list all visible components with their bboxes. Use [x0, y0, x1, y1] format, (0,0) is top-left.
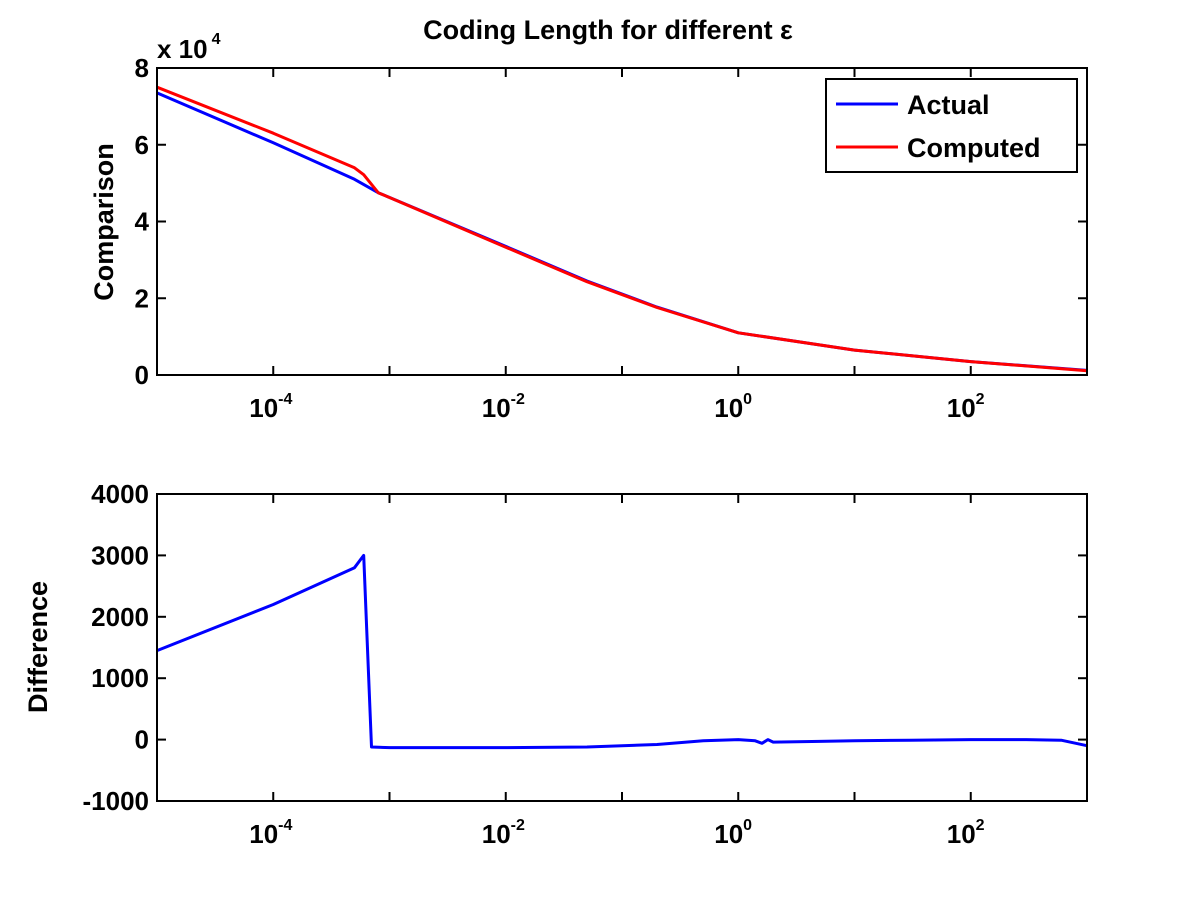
difference-axes: Difference -1000 0 1000 2000 3000 4000 10-4 10-…: [23, 479, 1088, 849]
legend-label-actual: Actual: [907, 90, 990, 120]
difference-y-tick-label: 1000: [91, 663, 149, 693]
comparison-y-tick-label: 6: [135, 130, 149, 160]
difference-plot-frame: [156, 493, 1088, 802]
difference-y-tick-label: 2000: [91, 602, 149, 632]
difference-y-tick-label: 0: [135, 725, 149, 755]
comparison-y-tick-label: 0: [135, 360, 149, 390]
comparison-x-tick-label: 100: [714, 391, 752, 423]
y-axis-label-difference: Difference: [23, 581, 53, 713]
legend: Actual Computed: [825, 78, 1078, 173]
series-line-difference: [156, 553, 1088, 750]
difference-x-tick-label: 10-4: [249, 817, 292, 849]
comparison-axes: Comparison x 10 4 0 2 4 6 8 10-4 10-2 100 102 Act…: [89, 31, 1088, 423]
comparison-y-tick-label: 2: [135, 283, 149, 313]
comparison-x-tick-label: 10-4: [249, 391, 292, 423]
difference-x-tick-label: 10-2: [482, 817, 525, 849]
comparison-y-tick-label: 4: [135, 207, 150, 237]
comparison-x-tick-label: 102: [947, 391, 985, 423]
y-multiplier-label: x 10 4: [157, 31, 221, 64]
series-line-computed: [156, 85, 1088, 373]
difference-y-tick-label: -1000: [83, 786, 150, 816]
comparison-y-tick-label: 8: [135, 53, 149, 83]
y-axis-label-comparison: Comparison: [89, 143, 119, 301]
difference-x-tick-label: 100: [714, 817, 752, 849]
comparison-x-tick-label: 10-2: [482, 391, 525, 423]
difference-y-tick-label: 4000: [91, 479, 149, 509]
difference-y-tick-label: 3000: [91, 540, 149, 570]
difference-x-tick-label: 102: [947, 817, 985, 849]
legend-box: [825, 78, 1078, 173]
chart-title: Coding Length for different ε: [423, 15, 793, 45]
legend-label-computed: Computed: [907, 133, 1040, 163]
